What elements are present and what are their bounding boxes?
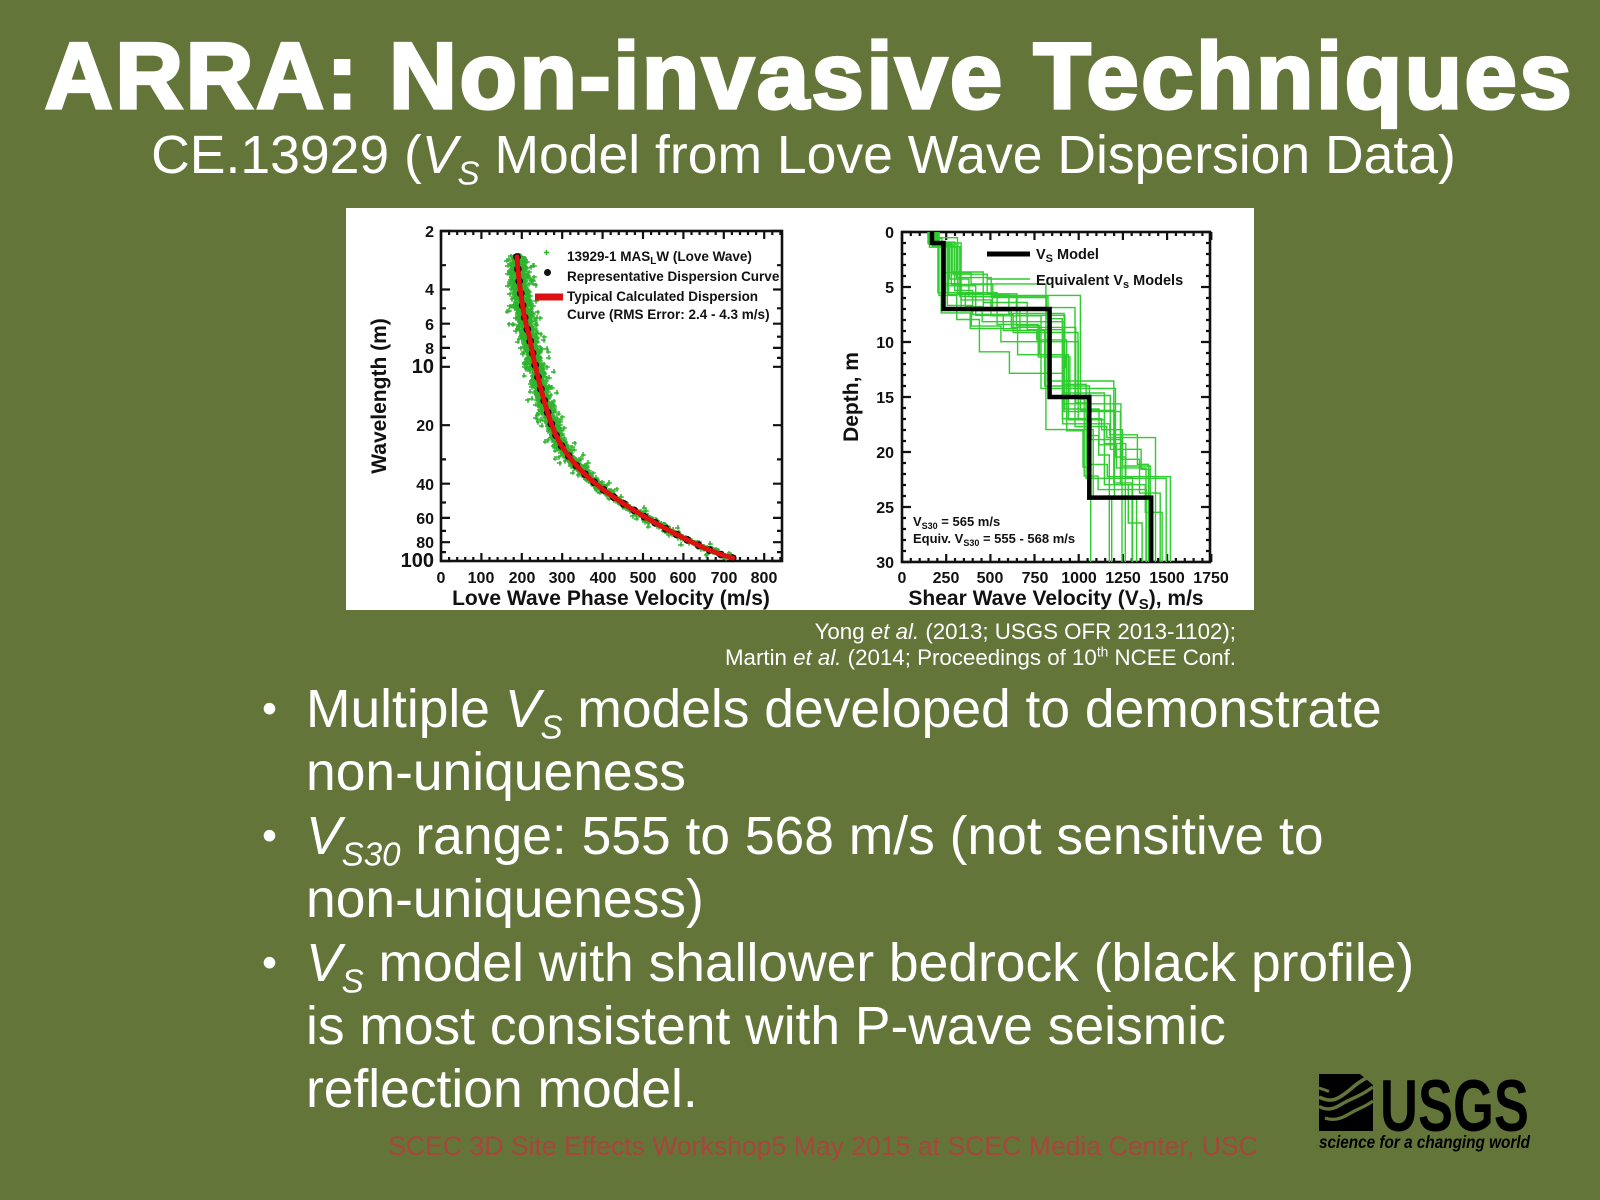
svg-text:0: 0: [437, 570, 446, 587]
svg-text:Wavelength (m): Wavelength (m): [368, 318, 391, 474]
svg-text:80: 80: [416, 535, 434, 552]
svg-text:60: 60: [416, 511, 434, 528]
svg-text:750: 750: [1022, 570, 1049, 587]
svg-text:science for a changing world: science for a changing world: [1319, 1133, 1531, 1152]
svg-text:600: 600: [670, 570, 697, 587]
svg-text:5: 5: [885, 280, 894, 297]
svg-text:10: 10: [412, 356, 434, 378]
svg-text:25: 25: [876, 500, 894, 517]
svg-text:1500: 1500: [1149, 570, 1185, 587]
svg-text:Equiv. VS30 = 555 - 568 m/s: Equiv. VS30 = 555 - 568 m/s: [913, 531, 1075, 548]
svg-text:15: 15: [876, 390, 894, 407]
svg-text:250: 250: [933, 570, 960, 587]
svg-text:Curve (RMS Error: 2.4 - 4.3 m/: Curve (RMS Error: 2.4 - 4.3 m/s): [567, 307, 770, 322]
svg-text:100: 100: [468, 570, 495, 587]
svg-text:Equivalent Vs Models: Equivalent Vs Models: [1036, 273, 1183, 291]
svg-text:700: 700: [711, 570, 738, 587]
svg-text:30: 30: [876, 555, 894, 572]
svg-text:Depth, m: Depth, m: [840, 352, 863, 442]
svg-text:1250: 1250: [1105, 570, 1141, 587]
svg-text:40: 40: [416, 477, 434, 494]
svg-text:1000: 1000: [1061, 570, 1097, 587]
svg-text:2: 2: [425, 224, 434, 241]
svg-text:200: 200: [509, 570, 536, 587]
svg-text:VS Model: VS Model: [1036, 247, 1099, 265]
svg-text:20: 20: [876, 445, 894, 462]
svg-text:4: 4: [425, 282, 434, 299]
svg-text:13929-1 MASLW (Love Wave): 13929-1 MASLW (Love Wave): [567, 249, 752, 267]
svg-text:0: 0: [898, 570, 907, 587]
svg-text:100: 100: [401, 550, 434, 572]
svg-text:Representative Dispersion Curv: Representative Dispersion Curve: [567, 269, 780, 284]
svg-text:10: 10: [876, 335, 894, 352]
svg-text:Love Wave Phase Velocity (m/s): Love Wave Phase Velocity (m/s): [452, 587, 770, 610]
svg-text:500: 500: [977, 570, 1004, 587]
svg-text:800: 800: [751, 570, 778, 587]
svg-text:USGS: USGS: [1380, 1068, 1529, 1147]
svg-text:6: 6: [425, 317, 434, 334]
svg-text:8: 8: [425, 341, 434, 358]
svg-text:400: 400: [590, 570, 617, 587]
svg-text:0: 0: [885, 225, 894, 242]
svg-text:500: 500: [630, 570, 657, 587]
svg-text:Shear Wave Velocity (VS), m/s: Shear Wave Velocity (VS), m/s: [908, 587, 1203, 610]
svg-text:1750: 1750: [1193, 570, 1229, 587]
svg-text:300: 300: [549, 570, 576, 587]
svg-text:20: 20: [416, 418, 434, 435]
svg-text:Typical Calculated Dispersion: Typical Calculated Dispersion: [567, 289, 758, 304]
